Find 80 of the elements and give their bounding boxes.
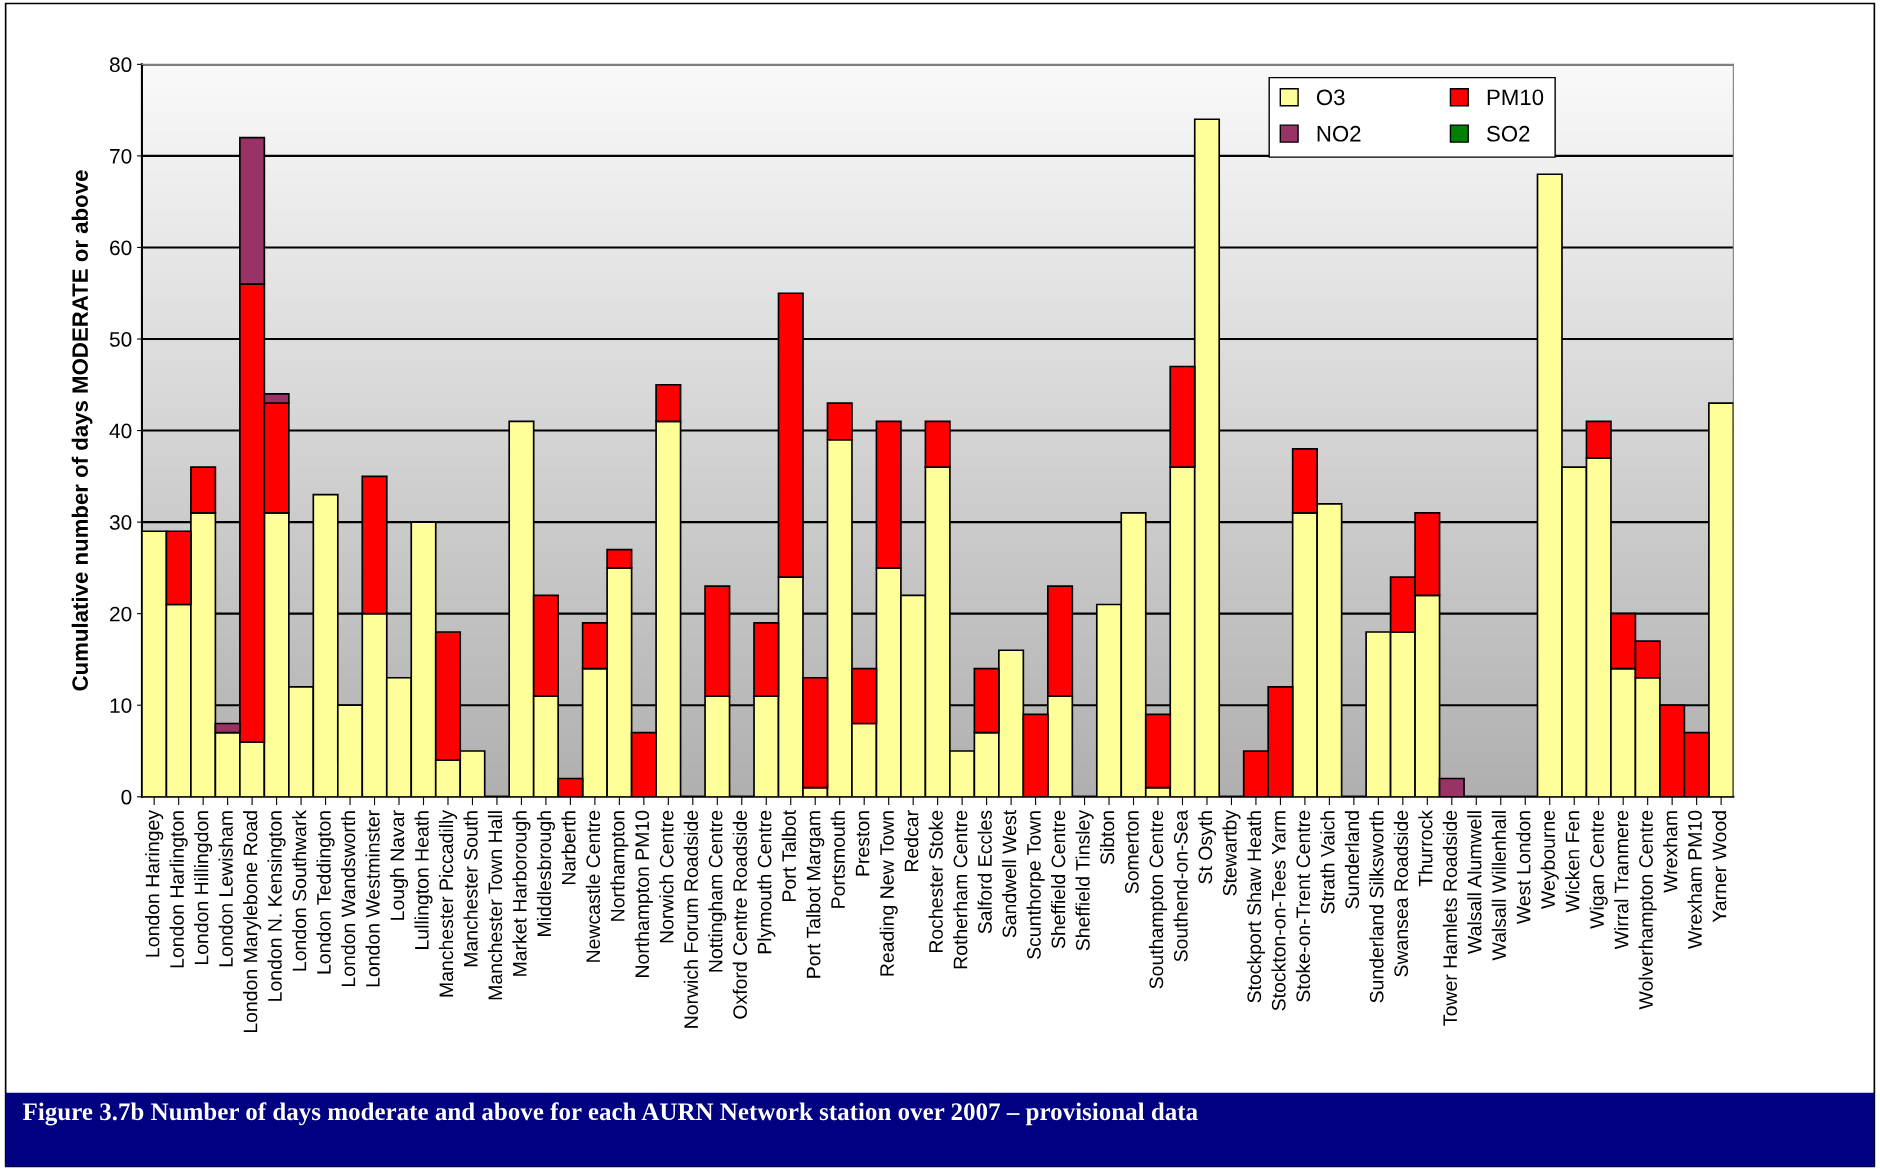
x-tick-label: Market Harborough: [512, 811, 531, 976]
x-tick-label: Sunderland Silksworth: [1369, 811, 1384, 1003]
x-tick-label: Nottingham Centre: [708, 810, 727, 972]
x-tick-label: Plymouth Centre: [757, 810, 776, 954]
x-tick-label: Sunderland: [1344, 811, 1360, 909]
x-tick-label: Reading New Town: [879, 811, 898, 976]
y-tick-label: 30: [109, 515, 132, 530]
x-tick-label: Stoke-on-Trent Centre: [1295, 810, 1311, 1002]
x-tick-label: Stockport Shaw Heath: [1246, 811, 1265, 1003]
x-tick-label: Yarner Wood: [1712, 811, 1727, 923]
y-tick-label: 20: [110, 606, 132, 622]
x-tick-label: London Westminster: [365, 810, 380, 987]
x-tick-label: Sandwell West: [1002, 810, 1017, 938]
x-tick-label: Scunthorpe Town: [1026, 811, 1045, 959]
y-tick-label: 50: [109, 332, 132, 347]
x-tick-label: Thurrock: [1418, 809, 1433, 887]
x-tick-label: Middlesbrough: [536, 811, 555, 936]
x-tick-label: London Hillingdon: [194, 811, 213, 965]
x-tick-label: Preston: [855, 811, 870, 876]
x-tick-label: Portsmouth: [830, 811, 845, 908]
x-tick-label: Wicken Fen: [1565, 811, 1580, 913]
x-tick-label: Port Talbot Margam: [806, 811, 825, 978]
x-tick-label: Manchester Town Hall: [487, 811, 503, 1000]
x-tick-label: Lullington Heath: [414, 811, 433, 949]
x-tick-label: Walsall Alumwell: [1467, 811, 1482, 954]
y-axis-title: Cumulative number of days MODERATE or above: [71, 170, 93, 691]
x-tick-label: Rotherham Centre: [953, 810, 968, 969]
x-tick-label: London Wandsworth: [340, 811, 356, 986]
x-tick-label: Stockton-on-Tees Yarm: [1271, 811, 1286, 1011]
x-tick-label: Salford Eccles: [977, 810, 992, 934]
x-tick-label: Redcar: [904, 810, 919, 872]
legend-label: PM10: [1487, 89, 1544, 106]
y-tick-label: 60: [110, 240, 132, 256]
x-tick-label: Wigan Centre: [1589, 810, 1608, 929]
x-tick-label: Swansea Roadside: [1393, 810, 1409, 977]
x-tick-label: Wrexham PM10: [1687, 810, 1702, 949]
x-tick-label: Weybourne: [1540, 810, 1559, 909]
x-tick-label: Sheffield Centre: [1051, 810, 1066, 949]
x-tick-label: London Teddington: [316, 811, 335, 974]
x-tick-label: Manchester Piccadilly: [438, 809, 458, 997]
x-tick-label: Walsall Willenhall: [1491, 811, 1506, 961]
y-tick-label: 0: [121, 789, 132, 805]
x-tick-label: Strath Vaich: [1320, 811, 1335, 914]
x-tick-label: Sheffield Tinsley: [1075, 809, 1094, 951]
x-tick-label: Rochester Stoke: [928, 810, 943, 953]
x-tick-label: Wrexham: [1663, 811, 1678, 893]
x-tick-label: London Lewisham: [218, 811, 233, 967]
x-tick-label: Manchester South: [463, 811, 478, 967]
x-tick-label: London Southwark: [292, 809, 307, 971]
y-tick-label: 40: [109, 423, 132, 439]
x-tick-label: Narberth: [561, 811, 576, 885]
x-tick-label: Southampton Centre: [1148, 810, 1168, 989]
x-tick-label: London Harlington: [169, 811, 188, 968]
x-tick-label: Lough Navar: [389, 810, 409, 920]
x-tick-label: Oxford Centre Roadside: [732, 810, 747, 1019]
x-tick-label: Northampton: [610, 811, 629, 921]
x-tick-label: Norwich Forum Roadside: [683, 810, 699, 1028]
x-tick-label: Somerton: [1124, 811, 1139, 894]
x-tick-label: Stewartby: [1222, 810, 1241, 896]
text: Figure 3.7b Number of days moderate and above for each AURN Network station over 2007 – provisional data: [22, 1102, 1198, 1126]
x-tick-label: Tower Hamlets Roadside: [1442, 810, 1458, 1026]
x-tick-label: Newcastle Centre: [585, 810, 601, 962]
x-tick-label: Port Talbot: [781, 810, 796, 901]
x-tick-label: Northampton PM10: [634, 810, 653, 977]
legend-label: O3: [1316, 89, 1345, 106]
y-tick-label: 10: [110, 698, 132, 713]
x-tick-label: London Haringey: [145, 809, 164, 957]
x-tick-label: London Marylebone Road: [243, 811, 262, 1033]
x-tick-label: Norwich Centre: [659, 810, 674, 943]
x-tick-label: Wolverhampton Centre: [1638, 810, 1657, 1010]
x-tick-label: Wirral Tranmere: [1614, 810, 1629, 950]
x-tick-label: Sibton: [1099, 811, 1115, 865]
x-tick-label: London N. Kensington: [267, 811, 286, 1001]
y-tick-label: 80: [109, 57, 132, 73]
legend-label: NO2: [1317, 125, 1361, 142]
y-tick-label: 70: [110, 148, 132, 164]
x-tick-label: St Osyth: [1197, 811, 1217, 884]
x-tick-label: West London: [1516, 811, 1531, 925]
legend-label: SO2: [1487, 125, 1530, 142]
x-tick-label: Southend-on-Sea: [1173, 809, 1188, 962]
